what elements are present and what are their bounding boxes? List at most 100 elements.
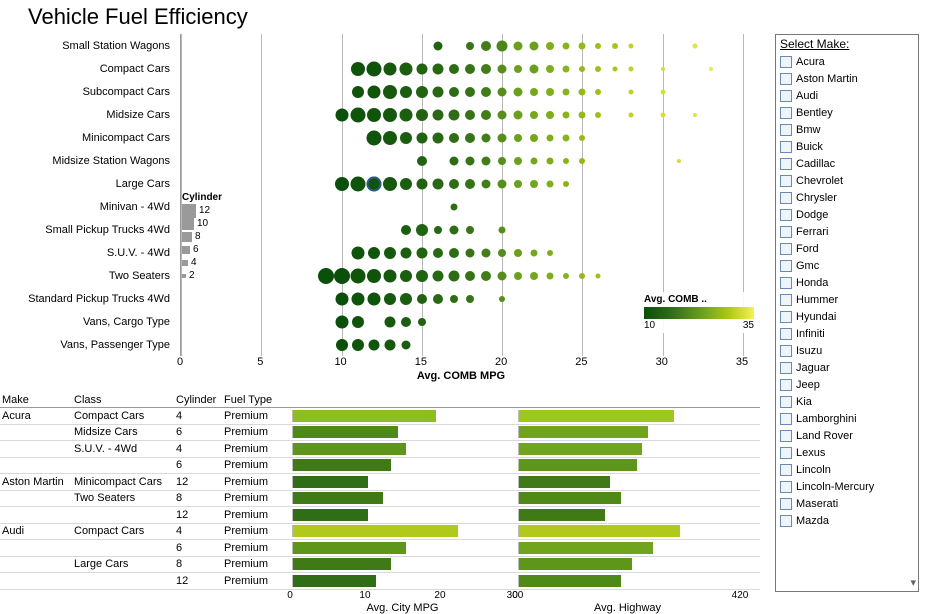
filter-item[interactable]: Buick [776, 138, 918, 155]
bubble[interactable] [350, 268, 365, 283]
filter-item[interactable]: Maserati [776, 495, 918, 512]
bubble[interactable] [416, 63, 427, 74]
bubble[interactable] [417, 294, 427, 304]
hwy-bar[interactable] [519, 443, 642, 455]
bubble[interactable] [499, 296, 505, 302]
filter-item[interactable]: Ford [776, 240, 918, 257]
bubble[interactable] [595, 89, 601, 95]
bubble[interactable] [384, 247, 396, 259]
bubble[interactable] [481, 271, 491, 281]
checkbox-icon[interactable] [780, 124, 792, 136]
bubble[interactable] [596, 273, 601, 278]
bubble[interactable] [367, 292, 380, 305]
bubble[interactable] [432, 86, 443, 97]
bubble[interactable] [530, 64, 539, 73]
bubble[interactable] [481, 110, 491, 120]
bubble[interactable] [482, 156, 491, 165]
city-bar[interactable] [293, 542, 406, 554]
bubble[interactable] [579, 273, 585, 279]
bubble[interactable] [661, 67, 665, 71]
bubble[interactable] [547, 272, 554, 279]
checkbox-icon[interactable] [780, 158, 792, 170]
checkbox-icon[interactable] [780, 464, 792, 476]
city-bar[interactable] [293, 459, 391, 471]
bubble[interactable] [612, 66, 617, 71]
bubble[interactable] [563, 111, 570, 118]
filter-item[interactable]: Chrysler [776, 189, 918, 206]
hwy-bar[interactable] [519, 459, 637, 471]
bubble[interactable] [563, 158, 569, 164]
bubble[interactable] [628, 112, 633, 117]
bubble[interactable] [449, 248, 459, 258]
bubble[interactable] [612, 43, 618, 49]
bubble[interactable] [514, 157, 522, 165]
bubble[interactable] [563, 273, 569, 279]
bubble[interactable] [498, 157, 506, 165]
hwy-bar[interactable] [519, 476, 610, 488]
bubble[interactable] [433, 294, 443, 304]
bubble[interactable] [417, 156, 427, 166]
bubble[interactable] [514, 65, 522, 73]
bubble[interactable] [563, 134, 570, 141]
bubble[interactable] [498, 179, 507, 188]
bubble[interactable] [514, 87, 523, 96]
bubble[interactable] [498, 271, 507, 280]
bubble[interactable] [383, 108, 397, 122]
bubble[interactable] [465, 110, 475, 120]
filter-item[interactable]: Honda [776, 274, 918, 291]
filter-item[interactable]: Lincoln [776, 461, 918, 478]
bubble[interactable] [546, 88, 554, 96]
filter-item[interactable]: Land Rover [776, 427, 918, 444]
filter-item[interactable]: Chevrolet [776, 172, 918, 189]
bubble[interactable] [497, 40, 508, 51]
checkbox-icon[interactable] [780, 413, 792, 425]
bubble[interactable] [579, 158, 585, 164]
bubble[interactable] [628, 89, 633, 94]
bubble[interactable] [318, 268, 334, 284]
bubble[interactable] [367, 269, 381, 283]
bubble[interactable] [400, 86, 412, 98]
bubble[interactable] [368, 247, 380, 259]
bubble[interactable] [367, 85, 380, 98]
checkbox-icon[interactable] [780, 73, 792, 85]
bubble[interactable] [499, 226, 506, 233]
bubble[interactable] [693, 113, 697, 117]
bubble[interactable] [660, 89, 665, 94]
filter-item[interactable]: Jaguar [776, 359, 918, 376]
city-bar[interactable] [293, 476, 368, 488]
bubble[interactable] [367, 108, 381, 122]
bubble[interactable] [531, 249, 538, 256]
bubble[interactable] [498, 110, 507, 119]
bubble[interactable] [579, 66, 585, 72]
bubble[interactable] [416, 109, 428, 121]
bubble[interactable] [481, 87, 491, 97]
filter-item[interactable]: Isuzu [776, 342, 918, 359]
bubble[interactable] [531, 157, 538, 164]
bubble[interactable] [466, 295, 474, 303]
bubble[interactable] [400, 132, 412, 144]
bubble[interactable] [498, 249, 506, 257]
bubble[interactable] [433, 248, 443, 258]
checkbox-icon[interactable] [780, 430, 792, 442]
bubble[interactable] [351, 292, 364, 305]
bubble[interactable] [514, 41, 523, 50]
bubble[interactable] [563, 42, 570, 49]
bubble[interactable] [514, 249, 522, 257]
bubble[interactable] [334, 268, 350, 284]
bubble[interactable] [482, 248, 491, 257]
bubble[interactable] [514, 134, 522, 142]
bubble[interactable] [449, 225, 458, 234]
bubble[interactable] [400, 247, 411, 258]
bubble[interactable] [401, 225, 411, 235]
bubble[interactable] [399, 108, 412, 121]
checkbox-icon[interactable] [780, 515, 792, 527]
bubble[interactable] [530, 272, 538, 280]
bubble[interactable] [530, 111, 538, 119]
checkbox-icon[interactable] [780, 226, 792, 238]
bubble[interactable] [449, 64, 459, 74]
bubble[interactable] [384, 293, 396, 305]
bubble[interactable] [530, 88, 538, 96]
bubble[interactable] [450, 295, 458, 303]
filter-item[interactable]: Bentley [776, 104, 918, 121]
checkbox-icon[interactable] [780, 328, 792, 340]
